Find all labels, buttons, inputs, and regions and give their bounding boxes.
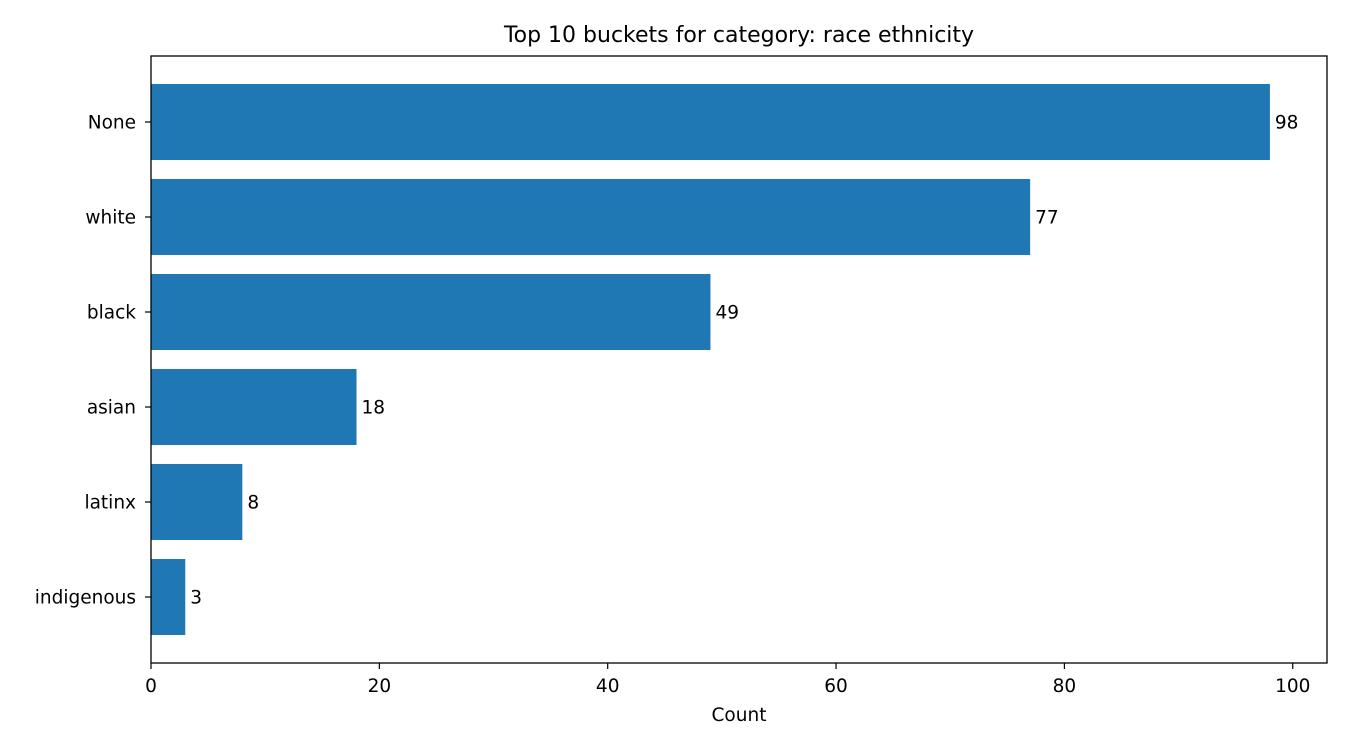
bar-value-label: 3 <box>190 588 202 609</box>
bars-group <box>151 84 1270 635</box>
x-tick-label: 40 <box>596 676 620 697</box>
y-tick-label: asian <box>87 398 136 419</box>
bar-indigenous <box>151 559 186 635</box>
x-axis: 0 20 40 60 80 100 <box>145 663 1310 697</box>
plot-frame <box>150 55 1328 664</box>
bar-labels-group: 98 77 49 18 8 3 <box>190 113 1298 609</box>
bar-value-label: 8 <box>247 493 259 514</box>
bar-value-label: 18 <box>362 398 386 419</box>
chart-title: Top 10 buckets for category: race ethnic… <box>503 23 974 48</box>
bar-black <box>151 274 711 350</box>
x-tick-label: 60 <box>824 676 848 697</box>
bar-asian <box>151 369 357 445</box>
x-tick-label: 80 <box>1053 676 1077 697</box>
y-axis: None white black asian latinx indigenous <box>35 113 151 609</box>
bar-None <box>151 84 1270 160</box>
x-axis-label: Count <box>712 705 767 726</box>
x-tick-label: 0 <box>145 676 157 697</box>
bar-latinx <box>151 464 243 540</box>
y-tick-label: None <box>88 113 136 134</box>
bar-value-label: 77 <box>1035 208 1059 229</box>
y-tick-label: white <box>85 208 136 229</box>
bar-white <box>151 179 1031 255</box>
y-tick-label: latinx <box>84 493 136 514</box>
y-tick-label: indigenous <box>35 588 136 609</box>
x-tick-label: 20 <box>368 676 392 697</box>
bar-value-label: 98 <box>1275 113 1299 134</box>
x-tick-label: 100 <box>1275 676 1310 697</box>
bar-value-label: 49 <box>715 303 739 324</box>
y-tick-label: black <box>87 303 136 324</box>
